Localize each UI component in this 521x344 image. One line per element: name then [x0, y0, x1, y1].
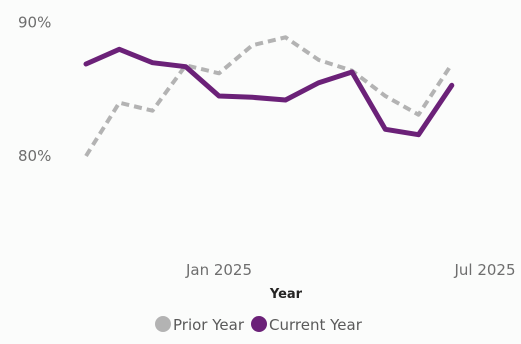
- y-tick-label: 90%: [18, 14, 51, 32]
- legend-item-prior-year[interactable]: Prior Year: [155, 316, 245, 334]
- legend-label: Current Year: [269, 316, 363, 334]
- x-axis-title: Year: [269, 287, 303, 302]
- x-tick-label: Jul 2025: [453, 261, 515, 279]
- legend-item-current-year[interactable]: Current Year: [251, 316, 363, 334]
- plot-area: [83, 35, 455, 158]
- legend-label: Prior Year: [173, 316, 245, 334]
- legend-marker: [251, 316, 267, 332]
- prior-year-series-line[interactable]: [84, 35, 454, 158]
- legend[interactable]: Prior Year Current Year: [155, 316, 363, 334]
- legend-marker: [155, 316, 171, 332]
- current-year-series-line[interactable]: [83, 46, 455, 138]
- y-axis: 90% 80%: [18, 14, 51, 165]
- y-tick-label: 80%: [18, 147, 51, 165]
- x-axis: Jan 2025 Jul 2025: [185, 261, 516, 279]
- x-tick-label: Jan 2025: [185, 261, 252, 279]
